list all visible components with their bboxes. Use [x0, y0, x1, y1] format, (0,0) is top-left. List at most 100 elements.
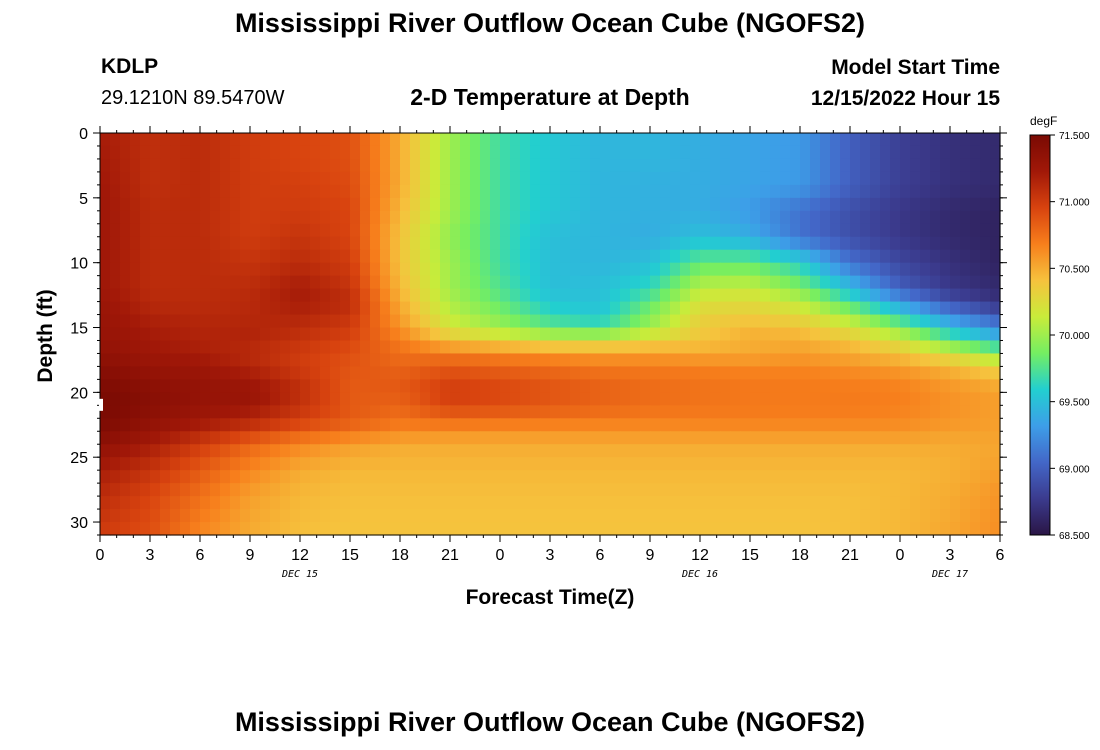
heatmap-cell	[830, 133, 841, 147]
heatmap-cell	[950, 418, 961, 432]
heatmap-cell	[570, 314, 581, 329]
heatmap-cell	[770, 483, 781, 497]
heatmap-cell	[450, 405, 461, 419]
heatmap-cell	[610, 431, 621, 445]
heatmap-cell	[690, 392, 701, 406]
heatmap-cell	[810, 457, 821, 471]
heatmap-cell	[830, 353, 841, 368]
heatmap-cell	[480, 366, 491, 380]
heatmap-cell	[620, 483, 631, 497]
heatmap-cell	[670, 133, 681, 147]
heatmap-cell	[830, 444, 841, 458]
heatmap-cell	[760, 223, 771, 238]
heatmap-cell	[550, 483, 561, 497]
heatmap-cell	[330, 366, 341, 380]
heatmap-cell	[290, 457, 301, 471]
heatmap-cell	[310, 133, 321, 147]
heatmap-cell	[140, 509, 151, 523]
heatmap-cell	[680, 145, 691, 160]
heatmap-cell	[640, 444, 651, 458]
heatmap-cell	[440, 444, 451, 458]
heatmap-cell	[230, 275, 241, 290]
y-tick-label: 10	[70, 256, 88, 273]
heatmap-cell	[400, 223, 411, 238]
heatmap-cell	[760, 353, 771, 368]
heatmap-cell	[310, 457, 321, 471]
y-tick-label: 0	[79, 126, 88, 143]
heatmap-cell	[140, 210, 151, 225]
heatmap-cell	[370, 457, 381, 471]
heatmap-cell	[730, 444, 741, 458]
heatmap-cell	[260, 431, 271, 445]
heatmap-cell	[740, 470, 751, 484]
heatmap-cell	[460, 210, 471, 225]
heatmap-cell	[980, 340, 991, 355]
heatmap-cell	[250, 301, 261, 316]
heatmap-cell	[830, 509, 841, 523]
heatmap-cell	[460, 392, 471, 406]
heatmap-cell	[750, 522, 761, 536]
heatmap-cell	[390, 392, 401, 406]
heatmap-cell	[420, 431, 431, 445]
heatmap-cell	[920, 327, 931, 342]
heatmap-cell	[350, 327, 361, 342]
heatmap-cell	[220, 418, 231, 432]
heatmap-cell	[680, 470, 691, 484]
heatmap-cell	[620, 171, 631, 186]
heatmap-cell	[110, 133, 121, 147]
heatmap-cell	[200, 314, 211, 329]
heatmap-cell	[550, 314, 561, 329]
heatmap-cell	[770, 392, 781, 406]
heatmap-cell	[500, 223, 511, 238]
heatmap-cell	[930, 210, 941, 225]
heatmap-cell	[890, 158, 901, 173]
heatmap-cell	[700, 470, 711, 484]
heatmap-cell	[560, 249, 571, 264]
heatmap-cell	[440, 392, 451, 406]
heatmap-cell	[930, 444, 941, 458]
heatmap-cell	[550, 405, 561, 419]
heatmap-cell	[880, 158, 891, 173]
heatmap-cell	[860, 509, 871, 523]
heatmap-cell	[760, 327, 771, 342]
heatmap-cell	[820, 262, 831, 277]
heatmap-cell	[600, 133, 611, 147]
heatmap-cell	[180, 301, 191, 316]
heatmap-cell	[180, 379, 191, 393]
heatmap-cell	[170, 327, 181, 342]
heatmap-cell	[870, 236, 881, 251]
heatmap-cell	[340, 353, 351, 368]
heatmap-cell	[390, 340, 401, 355]
heatmap-cell	[900, 470, 911, 484]
heatmap-cell	[690, 496, 701, 510]
heatmap-cell	[830, 379, 841, 393]
heatmap-cell	[300, 496, 311, 510]
heatmap-cell	[420, 314, 431, 329]
heatmap-cell	[890, 340, 901, 355]
heatmap-cell	[730, 496, 741, 510]
heatmap-cell	[420, 353, 431, 368]
heatmap-cell	[650, 483, 661, 497]
heatmap-cell	[240, 444, 251, 458]
heatmap-cell	[290, 483, 301, 497]
heatmap-cell	[660, 301, 671, 316]
heatmap-cell	[510, 288, 521, 303]
heatmap-cell	[750, 223, 761, 238]
heatmap-cell	[170, 223, 181, 238]
heatmap-cell	[150, 405, 161, 419]
heatmap-cell	[420, 470, 431, 484]
heatmap-cell	[650, 145, 661, 160]
heatmap-cell	[890, 470, 901, 484]
heatmap-cell	[490, 275, 501, 290]
heatmap-cell	[360, 340, 371, 355]
heatmap-cell	[300, 301, 311, 316]
heatmap-cell	[640, 340, 651, 355]
heatmap-cell	[960, 392, 971, 406]
heatmap-cell	[100, 184, 111, 199]
heatmap-cell	[820, 496, 831, 510]
heatmap-cell	[510, 353, 521, 368]
heatmap-cell	[840, 444, 851, 458]
heatmap-cell	[750, 405, 761, 419]
heatmap-cell	[340, 431, 351, 445]
heatmap-cell	[100, 275, 111, 290]
